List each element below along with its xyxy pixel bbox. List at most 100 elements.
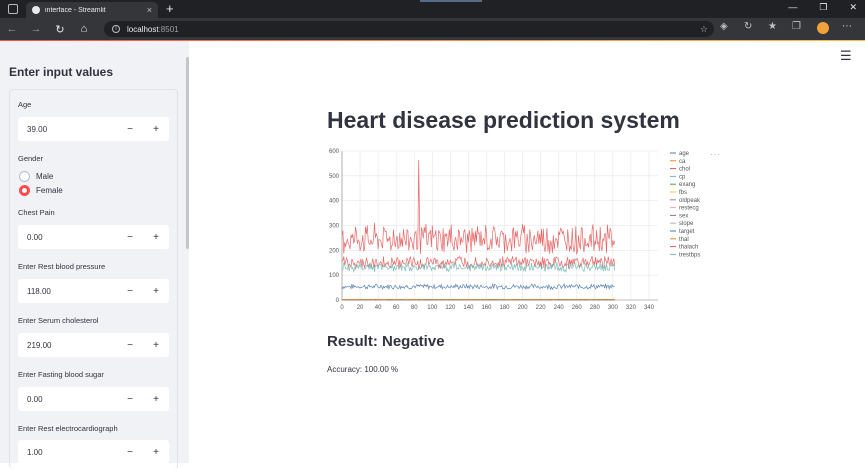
legend-label-thal: thal bbox=[679, 237, 689, 243]
fbs-value[interactable]: 0.00 bbox=[18, 395, 117, 404]
x-tick-label: 80 bbox=[411, 305, 418, 311]
tab-title: interface - Streamlit bbox=[45, 7, 147, 14]
x-tick-label: 140 bbox=[463, 305, 474, 311]
rest-bp-increment-button[interactable]: + bbox=[143, 286, 169, 297]
y-tick-label: 100 bbox=[329, 273, 340, 279]
rest-bp-input[interactable]: 118.00 − + bbox=[18, 279, 169, 303]
y-tick-label: 200 bbox=[329, 248, 340, 254]
legend-label-target: target bbox=[679, 229, 695, 235]
minimize-button[interactable]: — bbox=[788, 2, 797, 13]
url-host: localhost bbox=[127, 25, 159, 34]
legend-label-exang: exang bbox=[679, 182, 695, 188]
fbs-input[interactable]: 0.00 − + bbox=[18, 387, 169, 411]
radio-male[interactable] bbox=[19, 171, 30, 182]
x-tick-label: 240 bbox=[554, 305, 565, 311]
window-accent-line bbox=[420, 0, 482, 2]
radio-female-label: Female bbox=[36, 186, 63, 195]
x-tick-label: 60 bbox=[393, 305, 400, 311]
browser-toolbar: ← → ↻ ⌂ i localhost :8501 ☆ ◈ ↻ ★ ❐ ⋯ bbox=[0, 18, 865, 40]
forward-button[interactable]: → bbox=[24, 23, 48, 35]
chart-grid bbox=[342, 151, 658, 300]
legend-label-fbs: fbs bbox=[679, 190, 687, 196]
restecg-increment-button[interactable]: + bbox=[143, 447, 169, 458]
profile-avatar[interactable] bbox=[817, 22, 829, 34]
cholesterol-decrement-button[interactable]: − bbox=[117, 340, 143, 351]
back-button[interactable]: ← bbox=[0, 23, 24, 35]
rest-bp-label: Enter Rest blood pressure bbox=[18, 262, 105, 271]
reload-button[interactable]: ↻ bbox=[48, 23, 72, 36]
restecg-decrement-button[interactable]: − bbox=[117, 447, 143, 458]
age-input[interactable]: 39.00 − + bbox=[18, 117, 169, 141]
bookmark-star-icon[interactable]: ☆ bbox=[700, 24, 708, 35]
rest-bp-decrement-button[interactable]: − bbox=[117, 286, 143, 297]
restecg-input[interactable]: 1.00 − + bbox=[18, 440, 169, 464]
streamlit-favicon-icon bbox=[32, 6, 40, 14]
x-tick-label: 100 bbox=[427, 305, 438, 311]
x-tick-label: 160 bbox=[481, 305, 492, 311]
x-tick-label: 120 bbox=[445, 305, 456, 311]
chest-pain-input[interactable]: 0.00 − + bbox=[18, 225, 169, 249]
site-info-icon[interactable]: i bbox=[112, 25, 120, 33]
x-tick-label: 180 bbox=[500, 305, 511, 311]
y-tick-label: 300 bbox=[329, 224, 340, 230]
legend-label-trestbps: trestbps bbox=[679, 252, 700, 258]
age-label: Age bbox=[18, 100, 31, 109]
radio-female[interactable] bbox=[19, 185, 30, 196]
legend-label-restecg: restecg bbox=[679, 206, 699, 212]
main-menu-icon[interactable]: ☰ bbox=[840, 48, 852, 64]
age-value[interactable]: 39.00 bbox=[18, 125, 117, 134]
x-tick-label: 300 bbox=[608, 305, 619, 311]
cholesterol-input[interactable]: 219.00 − + bbox=[18, 333, 169, 357]
window-controls: — ❐ ✕ bbox=[788, 2, 857, 13]
collections-icon[interactable]: ❐ bbox=[792, 21, 801, 32]
gender-option-female[interactable]: Female bbox=[19, 185, 63, 196]
x-tick-label: 40 bbox=[375, 305, 382, 311]
new-tab-button[interactable]: + bbox=[166, 1, 174, 16]
result-heading: Result: Negative bbox=[327, 333, 445, 350]
sync-icon[interactable]: ↻ bbox=[744, 21, 752, 32]
fbs-decrement-button[interactable]: − bbox=[117, 394, 143, 405]
radio-male-label: Male bbox=[36, 172, 53, 181]
x-tick-label: 280 bbox=[590, 305, 601, 311]
browser-tab-bar: interface - Streamlit × + — ❐ ✕ bbox=[0, 0, 865, 18]
x-tick-label: 260 bbox=[572, 305, 583, 311]
legend-label-thalach: thalach bbox=[679, 245, 698, 251]
chest-pain-label: Chest Pain bbox=[18, 208, 55, 217]
restecg-value[interactable]: 1.00 bbox=[18, 448, 117, 457]
chart-series bbox=[342, 160, 615, 300]
browser-tab[interactable]: interface - Streamlit × bbox=[26, 2, 158, 18]
fbs-increment-button[interactable]: + bbox=[143, 394, 169, 405]
age-decrement-button[interactable]: − bbox=[117, 124, 143, 135]
y-tick-label: 500 bbox=[329, 174, 340, 180]
age-increment-button[interactable]: + bbox=[143, 124, 169, 135]
extension-icon[interactable]: ◈ bbox=[720, 21, 728, 32]
window-menu-icon[interactable] bbox=[8, 4, 18, 14]
legend-label-age: age bbox=[679, 151, 690, 157]
x-tick-label: 20 bbox=[357, 305, 364, 311]
x-tick-label: 0 bbox=[340, 305, 344, 311]
chest-pain-increment-button[interactable]: + bbox=[143, 232, 169, 243]
chest-pain-value[interactable]: 0.00 bbox=[18, 233, 117, 242]
address-bar[interactable]: i localhost :8501 ☆ bbox=[104, 21, 714, 37]
cholesterol-increment-button[interactable]: + bbox=[143, 340, 169, 351]
home-button[interactable]: ⌂ bbox=[72, 23, 96, 35]
browser-menu-icon[interactable]: ⋯ bbox=[842, 21, 852, 32]
chest-pain-decrement-button[interactable]: − bbox=[117, 232, 143, 243]
gender-option-male[interactable]: Male bbox=[19, 171, 53, 182]
restore-button[interactable]: ❐ bbox=[819, 2, 827, 13]
series-line-age bbox=[342, 284, 615, 290]
x-tick-label: 320 bbox=[626, 305, 637, 311]
page-title: Heart disease prediction system bbox=[327, 107, 680, 134]
y-tick-label: 600 bbox=[329, 149, 340, 155]
chart-menu-icon[interactable]: ··· bbox=[710, 150, 721, 159]
sidebar: Enter input values Age 39.00 − + Gender … bbox=[0, 41, 189, 463]
close-window-button[interactable]: ✕ bbox=[849, 2, 857, 13]
rest-bp-value[interactable]: 118.00 bbox=[18, 287, 117, 296]
legend-label-slope: slope bbox=[679, 221, 694, 227]
restecg-label: Enter Rest electrocardiograph bbox=[18, 424, 118, 433]
favorites-icon[interactable]: ★ bbox=[768, 21, 777, 32]
sidebar-scrollbar[interactable] bbox=[186, 57, 189, 249]
tab-close-icon[interactable]: × bbox=[147, 5, 152, 15]
cholesterol-value[interactable]: 219.00 bbox=[18, 341, 117, 350]
